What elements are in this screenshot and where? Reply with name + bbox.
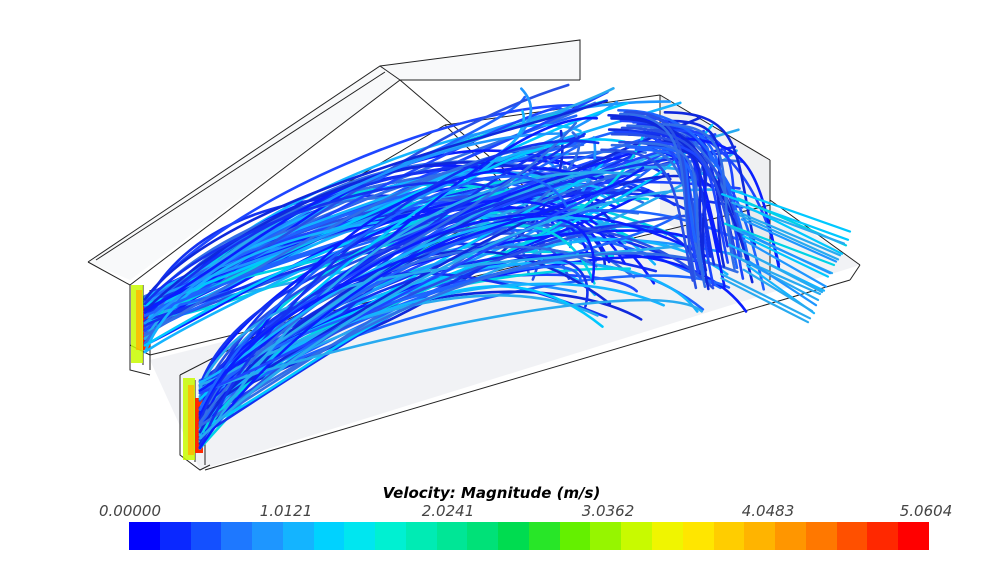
streamline [143, 99, 609, 301]
streamline [738, 214, 840, 261]
streamline [198, 214, 679, 416]
streamline [198, 166, 645, 416]
streamline [624, 110, 698, 290]
colorbar-swatch [713, 522, 745, 550]
colorbar-swatch [221, 522, 253, 550]
colorbar-swatch [559, 522, 591, 550]
streamline [730, 188, 852, 233]
legend-tick-label: 1.0121 [259, 502, 313, 520]
colorbar-swatch [375, 522, 406, 550]
streamline [617, 108, 749, 253]
streamline [748, 260, 818, 307]
streamline [626, 124, 743, 258]
colorbar-swatch [836, 522, 868, 550]
streamline [662, 123, 736, 271]
streamline [668, 119, 726, 268]
streamline [720, 277, 810, 324]
legend-tick-label: 5.0604 [899, 502, 953, 520]
streamline [143, 132, 564, 325]
streamline [143, 145, 564, 337]
legend-tick-label: 2.0241 [421, 502, 475, 520]
colorbar-swatch [498, 522, 529, 550]
colorbar-swatch [282, 522, 314, 550]
streamline [198, 298, 704, 395]
streamline [743, 239, 828, 288]
streamline [663, 110, 757, 248]
colorbar-swatch [313, 522, 345, 550]
colorbar-swatch [744, 522, 776, 550]
streamline [734, 209, 842, 257]
colorbar-swatch [436, 522, 468, 550]
colorbar-swatch [467, 522, 499, 550]
legend-tick-label: 3.0362 [581, 502, 635, 520]
colorbar-swatch [252, 522, 283, 550]
velocity-colorbar [129, 522, 929, 550]
streamline [198, 282, 666, 437]
streamline [198, 188, 744, 440]
3d-viewport[interactable] [0, 0, 983, 480]
legend-tick-label: 4.0483 [741, 502, 795, 520]
streamline [198, 274, 731, 415]
streamline [600, 148, 695, 282]
streamline [746, 205, 844, 255]
colorbar-swatch [129, 522, 160, 550]
colorbar-swatch [652, 522, 683, 550]
colorbar-swatch [621, 522, 653, 550]
streamline [723, 222, 836, 267]
streamline-scene [87, 39, 861, 471]
colorbar-swatch [682, 522, 714, 550]
colorbar-swatch [159, 522, 191, 550]
streamline [198, 171, 641, 450]
colorbar-swatch [590, 522, 622, 550]
streamline [719, 272, 812, 320]
streamline [738, 247, 824, 294]
streamline [639, 141, 707, 289]
legend-title: Velocity: Magnitude (m/s) [382, 484, 601, 502]
colorbar-swatch [898, 522, 929, 550]
streamline [673, 129, 745, 280]
streamline [720, 193, 850, 241]
floor-plane [150, 205, 860, 470]
legend-tick-labels: 0.00000 1.0121 2.0241 3.0362 4.0483 5.06… [0, 502, 983, 520]
streamline [740, 218, 838, 263]
streamline-group [143, 83, 852, 450]
colorbar-swatch [805, 522, 837, 550]
legend-tick-label: 0.00000 [98, 502, 162, 520]
streamline [742, 230, 832, 275]
streamline [198, 175, 567, 411]
streamline [628, 129, 716, 266]
colorbar-swatch [528, 522, 560, 550]
colorbar-swatch [190, 522, 222, 550]
streamline [626, 145, 697, 243]
colorbar-swatch [344, 522, 376, 550]
colorbar-swatch [867, 522, 899, 550]
colorbar-swatch [405, 522, 437, 550]
streamline [198, 216, 596, 450]
roof-plane [88, 40, 580, 280]
streamline [735, 256, 820, 302]
streamline [198, 184, 620, 395]
colorbar-swatch [775, 522, 806, 550]
streamline [637, 140, 730, 264]
streamline [742, 268, 814, 313]
streamline [742, 235, 830, 278]
